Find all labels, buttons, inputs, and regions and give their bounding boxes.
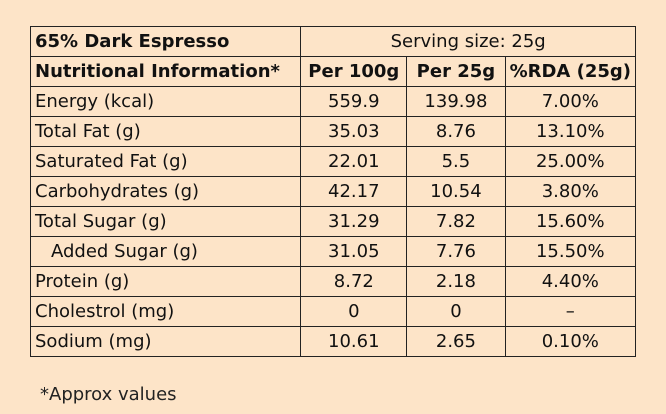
nutrient-name: Cholestrol (mg) bbox=[29, 296, 302, 327]
data-row: Sodium (mg) 10.61 2.65 0.10% bbox=[29, 326, 637, 357]
table-body: 65% Dark Espresso Serving size: 25g Nutr… bbox=[29, 26, 637, 357]
nutrient-value: 25.00% bbox=[504, 146, 637, 177]
nutrient-value: 2.65 bbox=[406, 326, 506, 357]
data-row: Energy (kcal) 559.9 139.98 7.00% bbox=[29, 86, 637, 117]
data-row: Total Sugar (g) 31.29 7.82 15.60% bbox=[29, 206, 637, 237]
nutrient-value: 7.82 bbox=[406, 206, 506, 237]
nutrient-value: 22.01 bbox=[300, 146, 408, 177]
nutrient-value: 13.10% bbox=[504, 116, 637, 147]
nutrient-value: 10.54 bbox=[406, 176, 506, 207]
nutrient-value: 31.05 bbox=[300, 236, 408, 267]
serving-size: Serving size: 25g bbox=[300, 26, 636, 57]
nutrient-value: 3.80% bbox=[504, 176, 637, 207]
nutrient-name: Energy (kcal) bbox=[29, 86, 302, 117]
nutrient-value: 139.98 bbox=[406, 86, 506, 117]
column-header: Nutritional Information* bbox=[29, 56, 302, 87]
column-header: Per 25g bbox=[406, 56, 506, 87]
nutrient-value: 15.50% bbox=[504, 236, 637, 267]
nutrient-value: 42.17 bbox=[300, 176, 408, 207]
data-row: Cholestrol (mg) 0 0– bbox=[29, 296, 637, 327]
nutrient-name: Added Sugar (g) bbox=[29, 236, 302, 267]
data-row: Protein (g) 8.72 2.18 4.40% bbox=[29, 266, 637, 297]
nutrient-name: Total Sugar (g) bbox=[29, 206, 302, 237]
nutrient-name: Sodium (mg) bbox=[29, 326, 302, 357]
nutrient-value: 7.76 bbox=[406, 236, 506, 267]
nutrient-value: 0 bbox=[300, 296, 408, 327]
nutrient-value: 4.40% bbox=[504, 266, 637, 297]
nutrient-value: 35.03 bbox=[300, 116, 408, 147]
nutrient-value: 2.18 bbox=[406, 266, 506, 297]
header-row: Nutritional Information* Per 100g Per 25g%… bbox=[29, 56, 637, 87]
nutrient-value: 8.72 bbox=[300, 266, 408, 297]
data-row: Total Fat (g) 35.03 8.76 13.10% bbox=[29, 116, 637, 147]
nutrient-name: Saturated Fat (g) bbox=[29, 146, 302, 177]
product-title: 65% Dark Espresso bbox=[29, 26, 302, 57]
data-row: Carbohydrates (g) 42.17 10.54 3.80% bbox=[29, 176, 637, 207]
column-header: Per 100g bbox=[300, 56, 408, 87]
footnote: *Approx values bbox=[40, 384, 177, 405]
nutrient-name: Carbohydrates (g) bbox=[29, 176, 302, 207]
nutrient-value: 0 bbox=[406, 296, 506, 327]
nutrient-value: 0.10% bbox=[504, 326, 637, 357]
nutrient-value: 15.60% bbox=[504, 206, 637, 237]
nutrient-name: Protein (g) bbox=[29, 266, 302, 297]
nutrient-value: 31.29 bbox=[300, 206, 408, 237]
data-row: Saturated Fat (g) 22.01 5.5 25.00% bbox=[29, 146, 637, 177]
nutrition-table: 65% Dark Espresso Serving size: 25g Nutr… bbox=[29, 26, 637, 357]
nutrient-value: 10.61 bbox=[300, 326, 408, 357]
nutrient-name: Total Fat (g) bbox=[29, 116, 302, 147]
nutrient-value: 5.5 bbox=[406, 146, 506, 177]
column-header: %RDA (25g) bbox=[504, 56, 637, 87]
title-row: 65% Dark Espresso Serving size: 25g bbox=[29, 26, 636, 57]
nutrient-value: 7.00% bbox=[504, 86, 637, 117]
nutrient-value: – bbox=[504, 296, 637, 327]
nutrient-value: 559.9 bbox=[300, 86, 408, 117]
nutrient-value: 8.76 bbox=[406, 116, 506, 147]
data-row: Added Sugar (g) 31.05 7.76 15.50% bbox=[29, 236, 637, 267]
